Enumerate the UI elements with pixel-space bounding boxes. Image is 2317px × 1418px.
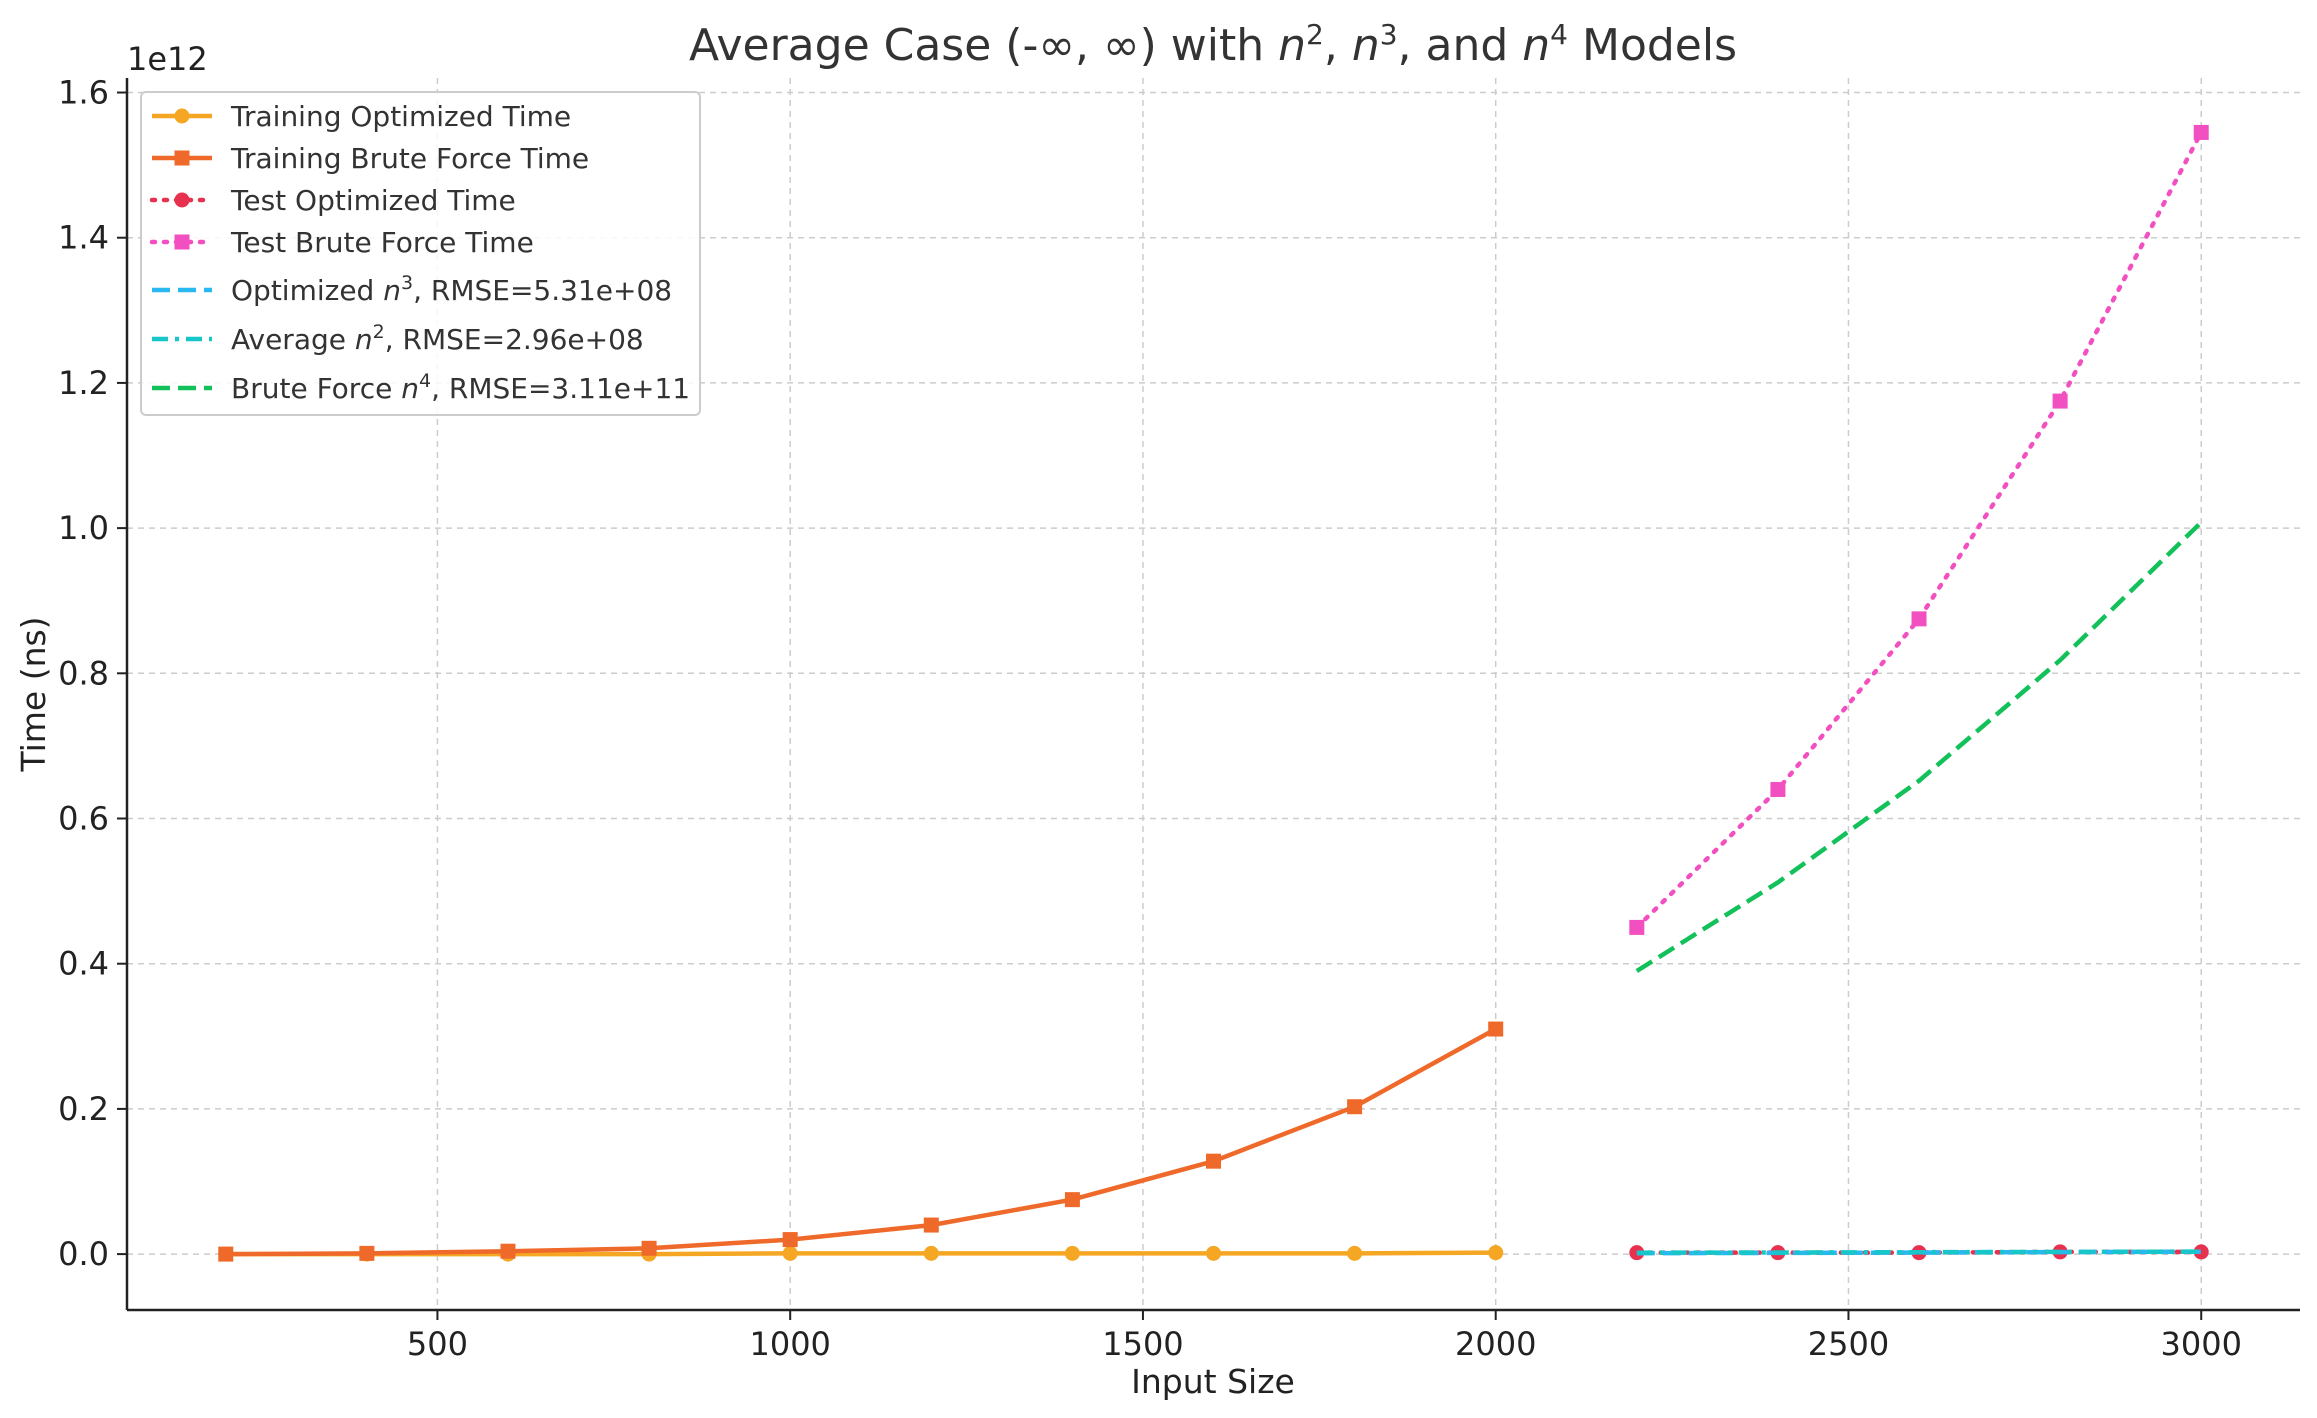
- legend-label-suffix: , RMSE=3.11e+11: [431, 372, 690, 405]
- data-point: [923, 1217, 939, 1233]
- data-point: [1206, 1153, 1221, 1169]
- title-sep-2: , and: [1398, 20, 1523, 71]
- legend-entry: Test Optimized Time: [149, 184, 516, 217]
- data-point: [2193, 1244, 2209, 1260]
- y-tick-label: 1.2: [58, 364, 109, 402]
- series-line: [225, 1027, 1497, 1257]
- series-line: [1634, 130, 2204, 930]
- title-prefix: Average Case (-∞, ∞) with: [689, 20, 1278, 71]
- data-point: [1347, 1099, 1363, 1115]
- title-sep-1: ,: [1324, 20, 1352, 71]
- data-point: [359, 1245, 375, 1261]
- legend-marker: [174, 234, 190, 250]
- y-tick-label: 1.4: [58, 219, 109, 257]
- legend-label: Training Optimized Time: [230, 100, 571, 133]
- data-point: [1064, 1192, 1080, 1208]
- legend-label-exp: 2: [373, 321, 385, 343]
- title-model-3-exp: 4: [1550, 18, 1568, 51]
- y-tick-label: 0.8: [58, 654, 109, 692]
- legend-label: Brute Force n4, RMSE=3.11e+11: [231, 370, 690, 405]
- data-point: [641, 1240, 657, 1256]
- data-point: [2193, 124, 2209, 140]
- title-model-1-base: n: [1278, 20, 1306, 71]
- title-model-1-exp: 2: [1306, 18, 1324, 51]
- legend-label-exp: 4: [419, 370, 431, 392]
- y-tick-label: 0.4: [58, 945, 109, 983]
- series-5: [1636, 1249, 2202, 1255]
- series-line: [1636, 1249, 2202, 1255]
- data-point: [1064, 1245, 1080, 1261]
- axes: [125, 78, 2300, 1312]
- data-point: [1347, 1245, 1363, 1261]
- grid: [127, 78, 2300, 1310]
- data-point: [1770, 781, 1786, 797]
- series-6: [1635, 520, 2203, 973]
- legend-marker: [174, 108, 190, 124]
- data-point: [923, 1245, 939, 1261]
- x-tick-label: 3000: [2161, 1325, 2242, 1363]
- title-model-2-exp: 3: [1380, 18, 1398, 51]
- y-tick-label: 0.2: [58, 1090, 109, 1128]
- legend-label: Optimized n3, RMSE=5.31e+08: [231, 272, 672, 307]
- legend-entry: Training Brute Force Time: [152, 142, 589, 175]
- plot-area: [218, 124, 2209, 1262]
- series-1: [218, 1021, 1504, 1262]
- legend-label-exp: 3: [401, 272, 413, 294]
- legend-marker: [174, 192, 190, 208]
- title-suffix: Models: [1568, 20, 1737, 71]
- y-tick-label: 1.0: [58, 509, 109, 547]
- legend-label: Test Optimized Time: [230, 184, 516, 217]
- legend-label-prefix: Average: [231, 323, 355, 356]
- legend-label: Average n2, RMSE=2.96e+08: [231, 321, 644, 356]
- legend-label: Training Brute Force Time: [230, 142, 589, 175]
- series-line: [1635, 520, 2203, 973]
- y-offset-label: 1e12: [127, 40, 208, 78]
- ticks: 500 1000 1500 2000 2500 3000 0.0 0.2 0.4 0.6 0.8 1.…: [58, 74, 2242, 1363]
- y-tick-label: 0.6: [58, 800, 109, 838]
- x-axis-label: Input Size: [1131, 1362, 1295, 1401]
- y-axis-label: Time (ns): [14, 616, 53, 772]
- data-point: [1488, 1245, 1504, 1261]
- data-point: [500, 1243, 516, 1259]
- x-tick-label: 1000: [749, 1325, 830, 1363]
- legend-label-base: n: [401, 372, 419, 405]
- legend-entry: Training Optimized Time: [152, 100, 571, 133]
- legend-entry: Brute Force n4, RMSE=3.11e+11: [152, 370, 690, 405]
- legend-label-suffix: , RMSE=2.96e+08: [385, 323, 644, 356]
- data-point: [782, 1232, 798, 1248]
- legend-entry: Average n2, RMSE=2.96e+08: [152, 321, 644, 356]
- legend-label-prefix: Optimized: [231, 274, 383, 307]
- y-tick-label: 1.6: [58, 74, 109, 112]
- data-point: [1488, 1021, 1504, 1037]
- data-point: [1911, 611, 1927, 627]
- legend-box: [140, 91, 701, 416]
- legend-entry: Test Brute Force Time: [149, 226, 534, 259]
- data-point: [1629, 919, 1645, 935]
- chart-title: Average Case (-∞, ∞) with n2, n3, and n4…: [689, 18, 1737, 71]
- data-point: [782, 1245, 798, 1261]
- x-tick-label: 2000: [1455, 1325, 1536, 1363]
- legend-entry: Optimized n3, RMSE=5.31e+08: [152, 272, 672, 307]
- x-tick-label: 1500: [1102, 1325, 1183, 1363]
- data-point: [2052, 393, 2068, 409]
- legend-marker: [174, 150, 190, 166]
- data-point: [1206, 1245, 1221, 1261]
- legend-label-suffix: , RMSE=5.31e+08: [413, 274, 672, 307]
- series-3: [1629, 124, 2209, 935]
- legend-label-prefix: Brute Force: [231, 372, 401, 405]
- data-point: [218, 1246, 234, 1262]
- x-tick-label: 2500: [1808, 1325, 1889, 1363]
- title-model-3-base: n: [1522, 20, 1550, 71]
- legend: Training Optimized Time Training Brute Fo…: [140, 91, 701, 416]
- legend-label-base: n: [383, 274, 401, 307]
- legend-label: Test Brute Force Time: [230, 226, 534, 259]
- legend-label-base: n: [355, 323, 373, 356]
- x-tick-label: 500: [407, 1325, 468, 1363]
- title-model-2-base: n: [1352, 20, 1380, 71]
- y-tick-label: 0.0: [58, 1235, 109, 1273]
